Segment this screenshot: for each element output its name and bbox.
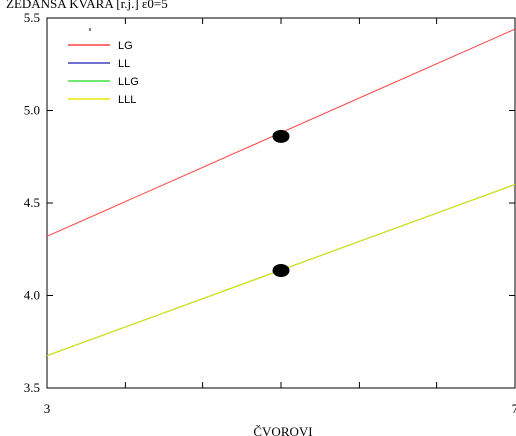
legend-label-lll: LLL [118, 94, 136, 106]
data-point-marker [272, 129, 290, 143]
y-tick-label: 4.5 [24, 195, 40, 210]
x-tick-label: 7 [512, 401, 516, 416]
y-tick-label: 4.0 [24, 288, 40, 303]
y-tick-label: 3.5 [24, 380, 40, 395]
plot-frame [46, 17, 516, 389]
axis-ticks: 3.5 4.0 4.5 5.0 5.5 3 7 [24, 10, 516, 416]
legend-label-llg: LLG [118, 76, 139, 88]
x-tick-label: 3 [44, 401, 51, 416]
data-point-marker [272, 264, 290, 278]
legend: LG LL LLG LLL [68, 28, 139, 106]
legend-label-lg: LG [118, 40, 133, 52]
legend-label-ll: LL [118, 58, 130, 70]
y-tick-label: 5.0 [24, 103, 40, 118]
x-axis-label: ČVOROVI [253, 424, 312, 436]
point-markers [272, 129, 290, 278]
y-tick-label: 5.5 [24, 10, 40, 25]
y-axis-label: ZEDANSA KVARA [r.j.] ε0=5 [6, 0, 168, 11]
